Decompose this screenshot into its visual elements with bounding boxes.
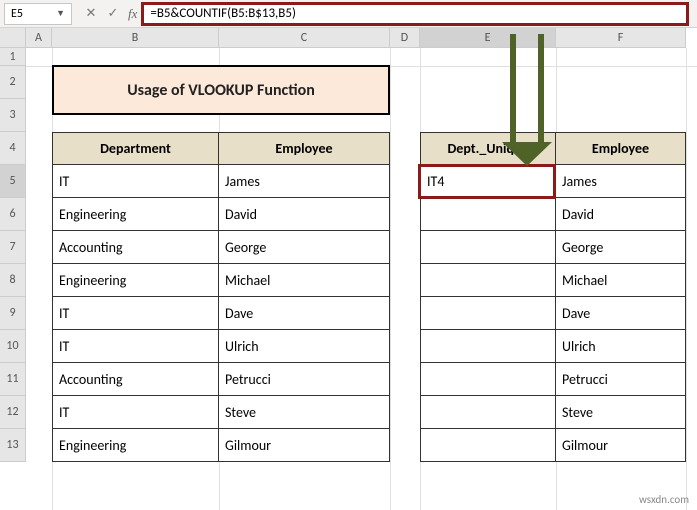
table2-unique-cell[interactable] xyxy=(420,395,556,429)
cancel-icon[interactable]: ✕ xyxy=(80,3,102,25)
table2-emp-cell[interactable]: Petrucci xyxy=(555,362,686,396)
col-header-D[interactable]: D xyxy=(390,28,420,48)
table1-emp-cell[interactable]: Petrucci xyxy=(218,362,390,396)
table1-dept-cell[interactable]: Engineering xyxy=(52,263,219,297)
table1-emp-cell[interactable]: Steve xyxy=(218,395,390,429)
table1-dept-cell[interactable]: Accounting xyxy=(52,362,219,396)
table2-unique-cell[interactable] xyxy=(420,428,556,462)
name-box[interactable]: E5 ▼ xyxy=(4,3,72,25)
table1-header-emp: Employee xyxy=(218,132,390,165)
table1-dept-cell[interactable]: IT xyxy=(52,296,219,330)
table2-emp-cell[interactable]: Ulrich xyxy=(555,329,686,363)
table1-dept-cell[interactable]: Accounting xyxy=(52,230,219,264)
row-header-5[interactable]: 5 xyxy=(0,165,26,198)
col-header-C[interactable]: C xyxy=(219,28,390,48)
table2-emp-cell[interactable]: Michael xyxy=(555,263,686,297)
row-header-2[interactable]: 2 xyxy=(0,66,26,99)
table1-emp-cell[interactable]: Ulrich xyxy=(218,329,390,363)
row-header-3[interactable]: 3 xyxy=(0,99,26,132)
table2-emp-cell[interactable]: David xyxy=(555,197,686,231)
formula-text: =B5&COUNTIF(B5:B$13,B5) xyxy=(150,6,296,21)
table2-emp-cell[interactable]: James xyxy=(555,164,686,198)
table2-unique-cell[interactable] xyxy=(420,329,556,363)
row-header-12[interactable]: 12 xyxy=(0,396,26,429)
row-header-1[interactable]: 1 xyxy=(0,48,26,66)
watermark: wsxdn.com xyxy=(639,493,689,506)
col-header-A[interactable]: A xyxy=(26,28,52,48)
table2-emp-cell[interactable]: George xyxy=(555,230,686,264)
formula-bar-area: E5 ▼ ✕ ✓ fx =B5&COUNTIF(B5:B$13,B5) xyxy=(0,0,697,28)
col-header-F[interactable]: F xyxy=(556,28,686,48)
table1-header-dept: Department xyxy=(52,132,219,165)
row-header-10[interactable]: 10 xyxy=(0,330,26,363)
row-header-9[interactable]: 9 xyxy=(0,297,26,330)
row-headers: 1 2 3 4 5 6 7 8 9 10 11 12 13 xyxy=(0,48,26,462)
table2-unique-cell[interactable] xyxy=(420,197,556,231)
row-header-6[interactable]: 6 xyxy=(0,198,26,231)
formula-input[interactable]: =B5&COUNTIF(B5:B$13,B5) xyxy=(141,2,689,26)
select-all-corner[interactable] xyxy=(0,28,26,48)
table2-emp-cell[interactable]: Gilmour xyxy=(555,428,686,462)
table1-emp-cell[interactable]: George xyxy=(218,230,390,264)
col-header-B[interactable]: B xyxy=(52,28,219,48)
title-text: Usage of VLOOKUP Function xyxy=(127,81,315,100)
row-header-11[interactable]: 11 xyxy=(0,363,26,396)
table1-emp-cell[interactable]: Gilmour xyxy=(218,428,390,462)
fx-icon[interactable]: fx xyxy=(128,6,137,22)
table2-header-unique: Dept._Unique xyxy=(420,132,556,165)
table1-dept-cell[interactable]: IT xyxy=(52,395,219,429)
table1-emp-cell[interactable]: Michael xyxy=(218,263,390,297)
table1-dept-cell[interactable]: Engineering xyxy=(52,197,219,231)
row-header-13[interactable]: 13 xyxy=(0,429,26,462)
table1-dept-cell[interactable]: IT xyxy=(52,164,219,198)
table1-dept-cell[interactable]: Engineering xyxy=(52,428,219,462)
table2-unique-cell[interactable] xyxy=(420,362,556,396)
title-box: Usage of VLOOKUP Function xyxy=(52,65,390,115)
table2-unique-cell[interactable] xyxy=(420,296,556,330)
check-icon[interactable]: ✓ xyxy=(102,3,124,25)
column-headers: A B C D E F xyxy=(0,28,686,48)
table2-header-emp: Employee xyxy=(555,132,686,165)
table1-emp-cell[interactable]: David xyxy=(218,197,390,231)
name-box-text: E5 xyxy=(11,7,23,21)
spreadsheet-grid: Usage of VLOOKUP Function Department Emp… xyxy=(0,28,697,510)
col-header-E[interactable]: E xyxy=(420,28,556,48)
table1-emp-cell[interactable]: Dave xyxy=(218,296,390,330)
table2-unique-cell[interactable] xyxy=(420,263,556,297)
row-header-4[interactable]: 4 xyxy=(0,132,26,165)
table2-unique-cell[interactable] xyxy=(420,230,556,264)
table2-emp-cell[interactable]: Dave xyxy=(555,296,686,330)
table2-unique-cell[interactable]: IT4 xyxy=(420,164,556,198)
row-header-8[interactable]: 8 xyxy=(0,264,26,297)
table1-dept-cell[interactable]: IT xyxy=(52,329,219,363)
row-header-7[interactable]: 7 xyxy=(0,231,26,264)
chevron-down-icon[interactable]: ▼ xyxy=(56,8,65,19)
table1-emp-cell[interactable]: James xyxy=(218,164,390,198)
table2-emp-cell[interactable]: Steve xyxy=(555,395,686,429)
